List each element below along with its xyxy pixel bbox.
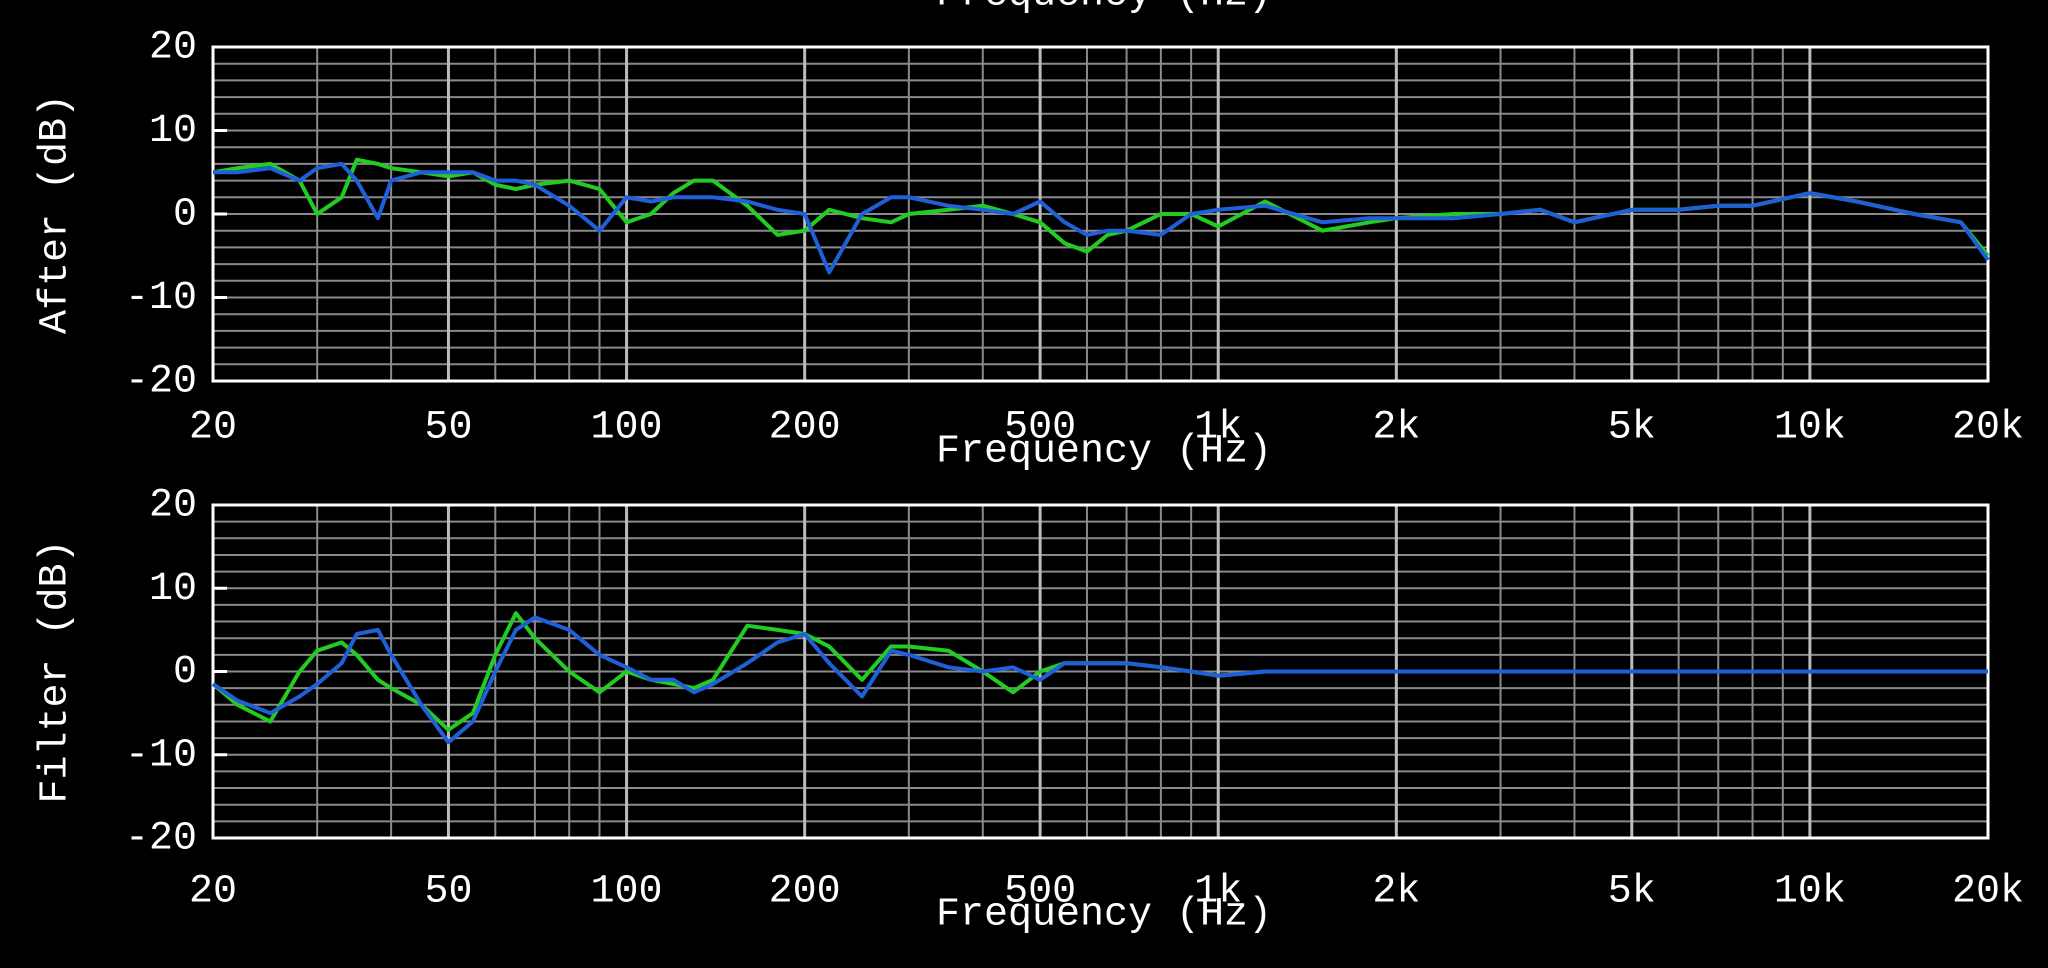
y-tick-label: 10 xyxy=(149,109,197,154)
x-tick-label: 20k xyxy=(1952,406,2024,451)
x-tick-label: 5k xyxy=(1608,406,1656,451)
x-tick-label: 20 xyxy=(189,406,237,451)
x-tick-label: 500 xyxy=(1004,870,1076,915)
y-axis-label: Filter (dB) xyxy=(34,539,79,803)
x-tick-label: 200 xyxy=(769,406,841,451)
x-tick-label: 100 xyxy=(591,406,663,451)
x-tick-label: 50 xyxy=(424,406,472,451)
y-tick-label: -20 xyxy=(125,360,197,405)
x-tick-label: 20k xyxy=(1952,870,2024,915)
plot-frame xyxy=(211,45,1990,383)
x-tick-label: 20 xyxy=(189,870,237,915)
y-tick-label: 20 xyxy=(149,484,197,529)
x-tick-label: 5k xyxy=(1608,870,1656,915)
y-tick-label: 0 xyxy=(173,650,197,695)
y-tick-label: -20 xyxy=(125,817,197,862)
clipped-axis-label: Frequency (Hz) xyxy=(936,0,1272,18)
x-tick-label: 50 xyxy=(424,870,472,915)
x-axis-label: Frequency (Hz) xyxy=(936,893,1272,938)
x-tick-label: 10k xyxy=(1774,870,1846,915)
x-tick-label: 2k xyxy=(1372,870,1420,915)
x-tick-label: 500 xyxy=(1004,406,1076,451)
x-tick-label: 10k xyxy=(1774,406,1846,451)
data-line xyxy=(213,161,1990,275)
y-tick-label: 20 xyxy=(149,26,197,71)
y-tick-label: 10 xyxy=(149,567,197,612)
y-tick-label: 0 xyxy=(173,193,197,238)
data-line xyxy=(211,615,1988,745)
x-tick-label: 1k xyxy=(1194,870,1242,915)
y-tick-label: -10 xyxy=(125,733,197,778)
x-tick-label: 200 xyxy=(769,870,841,915)
x-axis-label: Frequency (Hz) xyxy=(936,430,1272,475)
y-tick-label: -10 xyxy=(125,276,197,321)
x-tick-label: 2k xyxy=(1372,406,1420,451)
x-tick-label: 100 xyxy=(591,870,663,915)
x-tick-label: 1k xyxy=(1194,406,1242,451)
y-axis-label: After (dB) xyxy=(34,94,79,334)
